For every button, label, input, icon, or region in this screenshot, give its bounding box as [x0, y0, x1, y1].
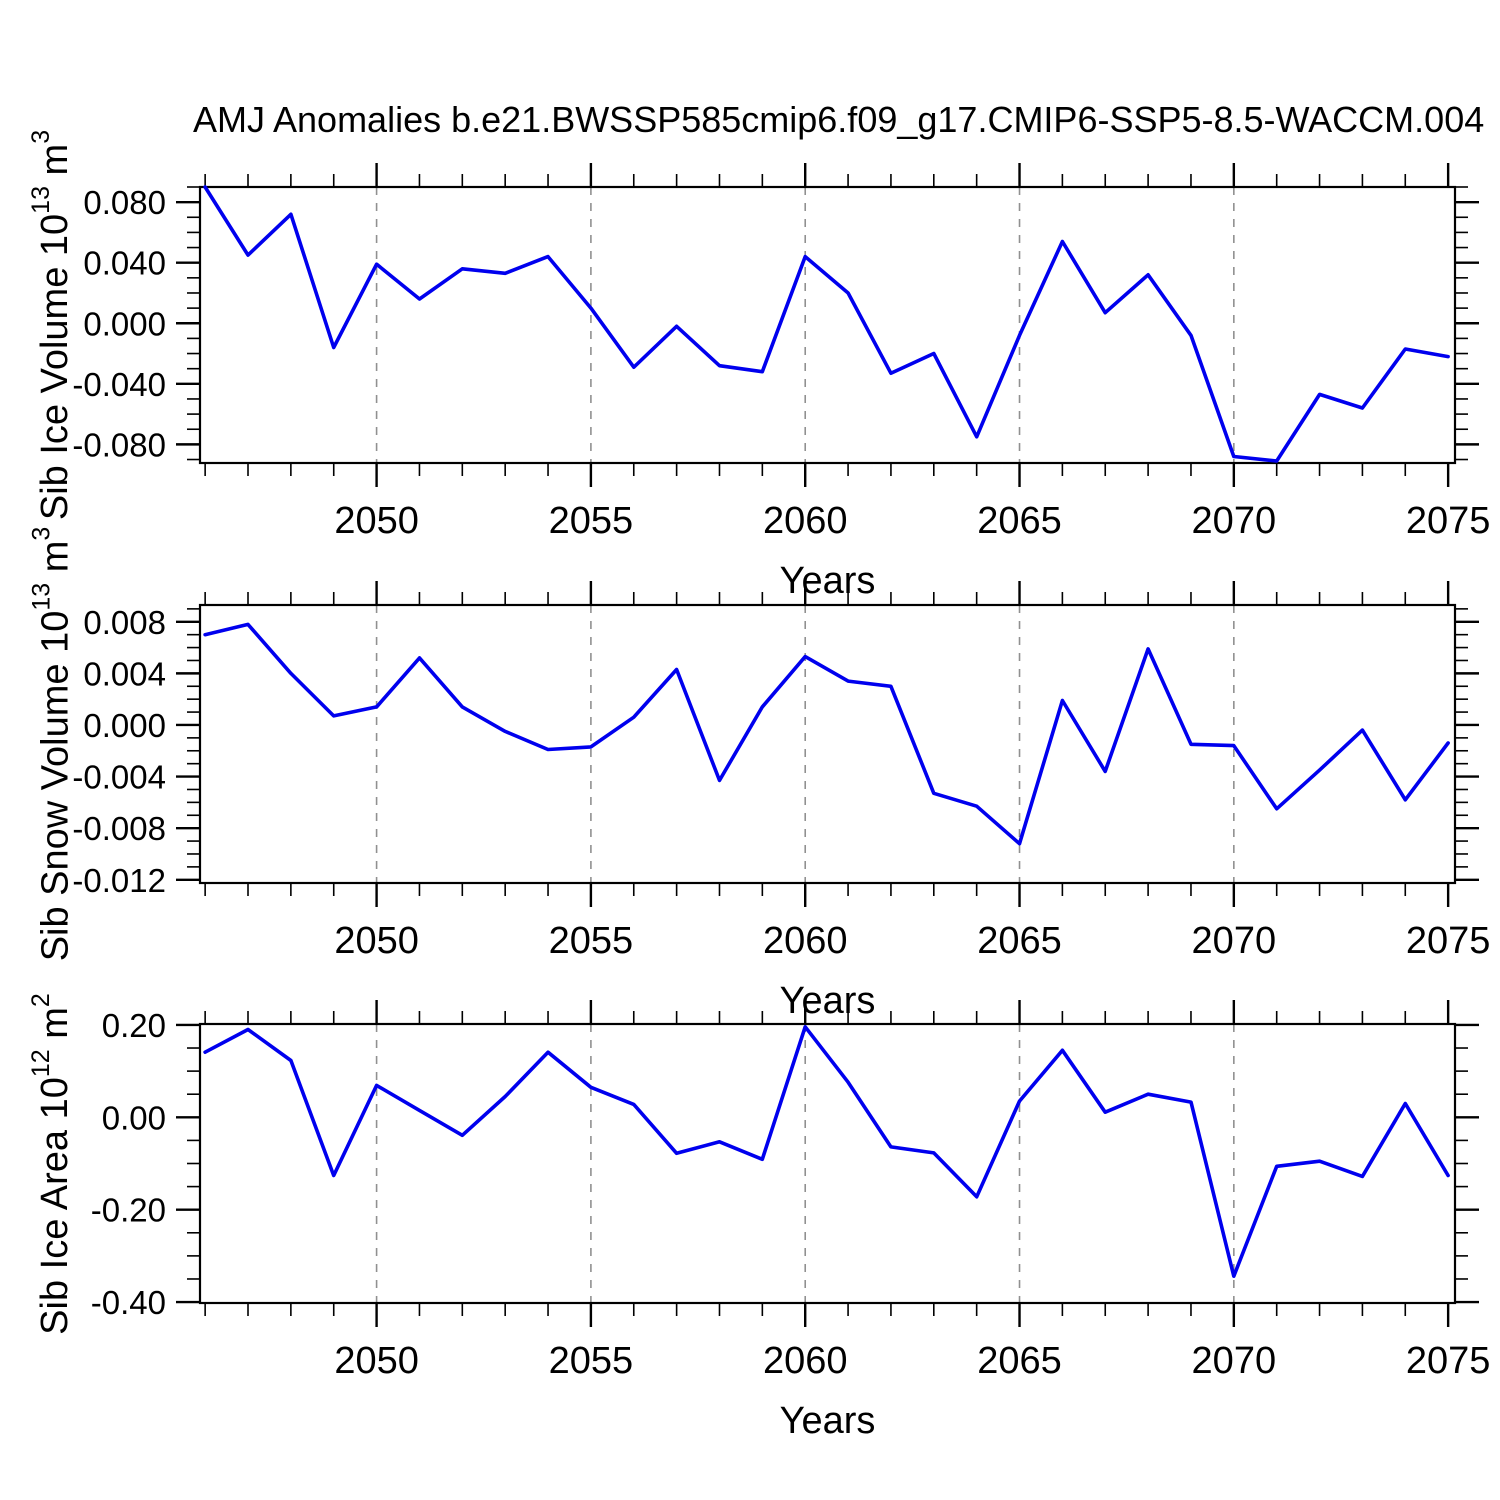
x-axis-label-ice-volume: Years [779, 560, 876, 602]
plot-border [198, 603, 1457, 885]
y-tick-label: -0.012 [72, 862, 166, 899]
y-tick-label: -0.004 [72, 759, 166, 796]
x-tick-label: 2075 [1406, 1340, 1491, 1382]
x-tick-label: 2050 [334, 1340, 419, 1382]
x-tick-label: 2060 [763, 920, 848, 962]
x-tick-label: 2065 [977, 500, 1062, 542]
x-tick-label: 2065 [977, 920, 1062, 962]
x-tick-label: 2055 [549, 1340, 634, 1382]
y-axis-title-ice-area: Sib Ice Area 1012 m2 [27, 992, 77, 1335]
x-tick-label: 2055 [549, 500, 634, 542]
data-line [203, 185, 1450, 463]
x-tick-label: 2050 [334, 500, 419, 542]
x-tick-label: 2070 [1192, 500, 1277, 542]
x-tick-label: 2050 [334, 920, 419, 962]
y-tick-label: 0.080 [83, 184, 166, 221]
x-tick-label: 2070 [1192, 920, 1277, 962]
y-tick-label: -0.040 [72, 366, 166, 403]
plot-border [198, 185, 1457, 465]
y-tick-label: 0.000 [83, 707, 166, 744]
chart-title: AMJ Anomalies b.e21.BWSSP585cmip6.f09_g1… [193, 99, 1485, 140]
y-axis-title-snow-volume: Sib Snow Volume 1013 m3 [27, 526, 77, 962]
x-tick-label: 2055 [549, 920, 634, 962]
x-tick-label: 2060 [763, 500, 848, 542]
y-tick-label: 0.20 [102, 1007, 166, 1044]
y-axis-title-ice-volume: Sib Ice Volume 1013 m3 [27, 129, 76, 521]
y-axis-title-box-snow-volume: Sib Snow Volume 1013 m3 [0, 527, 104, 962]
data-line [203, 622, 1450, 846]
x-axis-label-snow-volume: Years [779, 980, 876, 1022]
x-tick-label: 2075 [1406, 920, 1491, 962]
y-tick-label: -0.40 [91, 1284, 166, 1321]
y-axis-title-box-ice-area: Sib Ice Area 1012 m2 [0, 993, 104, 1335]
y-tick-label: -0.008 [72, 810, 166, 847]
plot-sib-snow-volume: 2050 2055 2060 2065 2070 2075 0.008 0.004 0.000 -… [72, 581, 1490, 962]
y-tick-label: 0.000 [83, 305, 166, 342]
x-tick-label: 2060 [763, 1340, 848, 1382]
x-tick-label: 2070 [1192, 1340, 1277, 1382]
y-tick-label: 0.008 [83, 604, 166, 641]
y-tick-label: 0.040 [83, 245, 166, 282]
plot-sib-ice-volume: 2050 2055 2060 2065 2070 2075 0.080 0.040 0.000 -… [72, 163, 1490, 542]
data-line [203, 1025, 1450, 1278]
x-axis-label-ice-area: Years [779, 1400, 876, 1442]
plot-border [198, 1022, 1457, 1305]
y-axis-title-box-ice-volume: Sib Ice Volume 1013 m3 [0, 130, 104, 520]
plot-sib-ice-area: 2050 2055 2060 2065 2070 2075 0.20 0.00 -0.20 -0.… [91, 1000, 1491, 1382]
y-tick-label: 0.004 [83, 655, 166, 692]
y-tick-label: -0.20 [91, 1192, 166, 1229]
y-tick-label: -0.080 [72, 426, 166, 463]
x-tick-label: 2065 [977, 1340, 1062, 1382]
y-tick-label: 0.00 [102, 1099, 166, 1136]
x-tick-label: 2075 [1406, 500, 1491, 542]
